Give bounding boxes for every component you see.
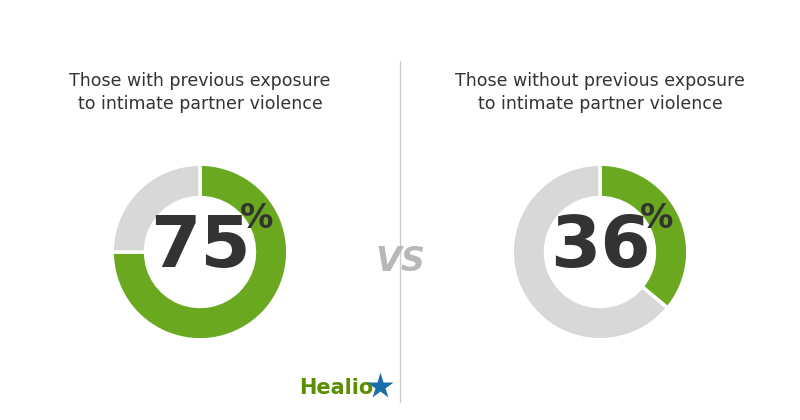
Text: %: % bbox=[639, 202, 673, 235]
Text: 75: 75 bbox=[150, 213, 250, 282]
Wedge shape bbox=[112, 164, 288, 340]
Text: Those with previous exposure
to intimate partner violence: Those with previous exposure to intimate… bbox=[70, 72, 330, 113]
Text: %: % bbox=[239, 202, 273, 235]
Wedge shape bbox=[512, 164, 668, 340]
Wedge shape bbox=[112, 164, 200, 252]
Text: Those without previous exposure
to intimate partner violence: Those without previous exposure to intim… bbox=[455, 72, 745, 113]
Text: VS: VS bbox=[375, 246, 425, 278]
Wedge shape bbox=[600, 164, 688, 308]
Text: Healio: Healio bbox=[299, 378, 374, 398]
Text: 36: 36 bbox=[550, 213, 650, 282]
Text: Uncontrolled asthma was found in:: Uncontrolled asthma was found in: bbox=[166, 18, 634, 42]
